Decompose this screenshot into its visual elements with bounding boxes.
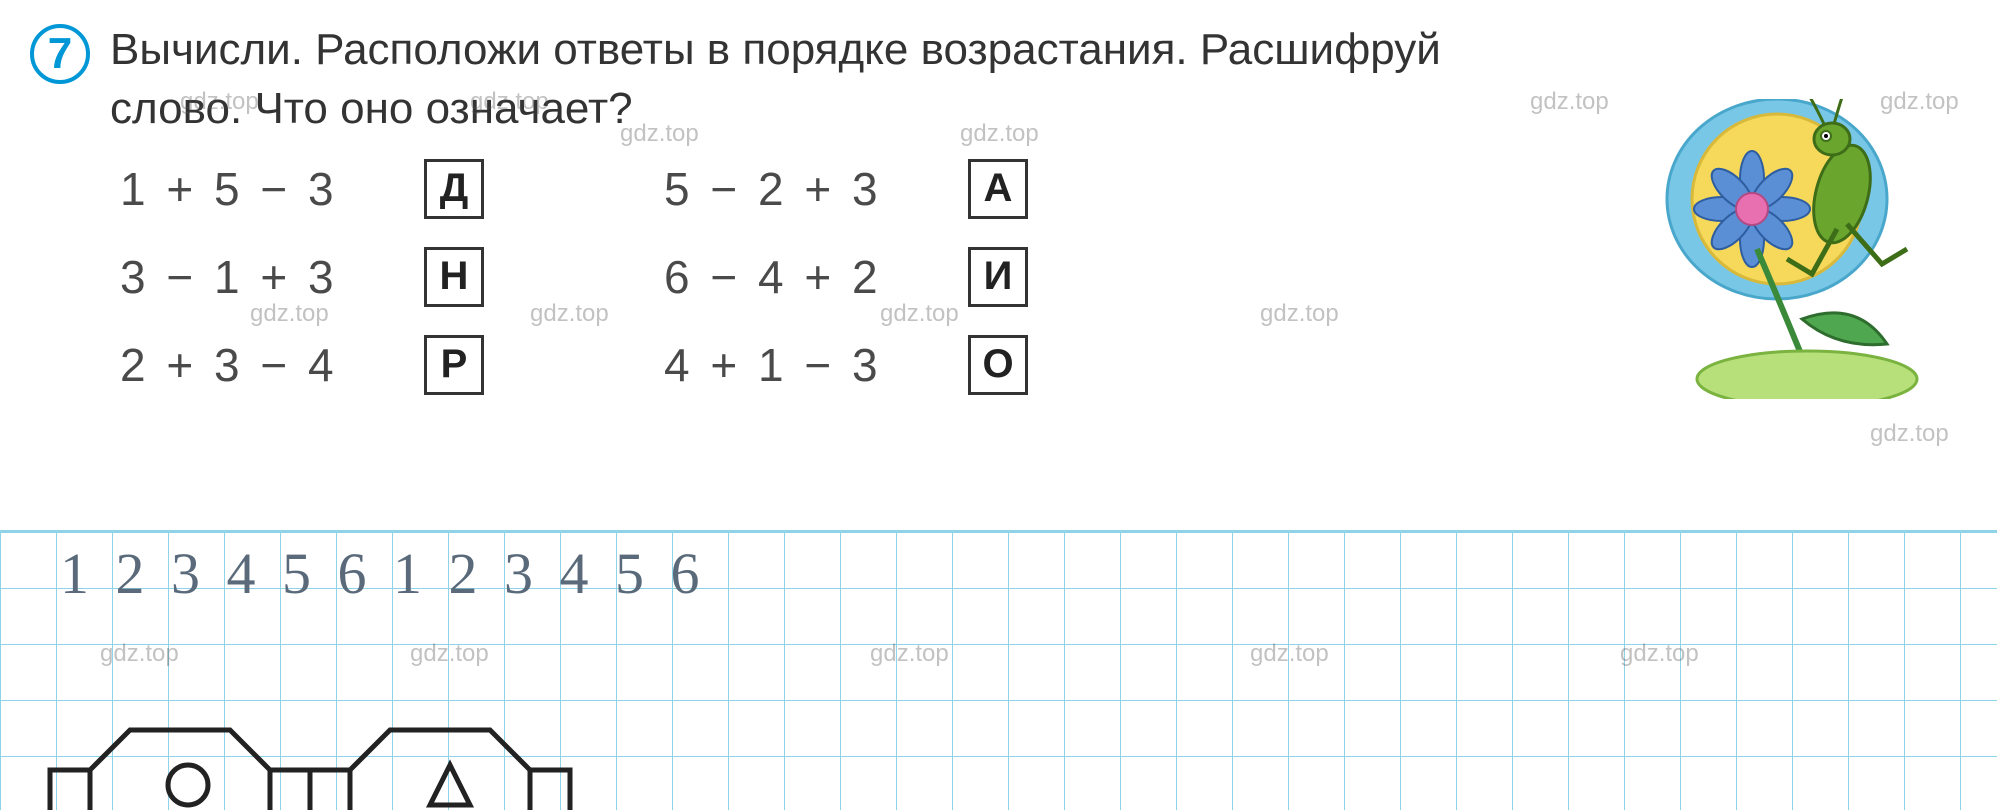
- letter-box: Д: [424, 159, 484, 219]
- grid-area: 1 2 3 4 5 6 1 2 3 4 5 6: [0, 530, 1997, 810]
- equation-row: 6 − 4 + 2 И: [664, 247, 1028, 307]
- letter-box: Р: [424, 335, 484, 395]
- equation-expr: 1 + 5 − 3: [120, 162, 400, 216]
- equation-expr: 5 − 2 + 3: [664, 162, 944, 216]
- equations-left-col: 1 + 5 − 3 Д 3 − 1 + 3 Н 2 + 3 − 4 Р: [120, 159, 484, 395]
- equation-expr: 6 − 4 + 2: [664, 250, 944, 304]
- letter-box: А: [968, 159, 1028, 219]
- task-number-badge: 7: [30, 24, 90, 84]
- equation-row: 3 − 1 + 3 Н: [120, 247, 484, 307]
- illustration: [1647, 99, 1967, 399]
- letter-box: Н: [424, 247, 484, 307]
- task-number: 7: [48, 29, 72, 79]
- equation-row: 5 − 2 + 3 А: [664, 159, 1028, 219]
- letter-box: О: [968, 335, 1028, 395]
- letter-box: И: [968, 247, 1028, 307]
- handwritten-sequence: 1 2 3 4 5 6 1 2 3 4 5 6: [60, 540, 706, 607]
- equation-row: 1 + 5 − 3 Д: [120, 159, 484, 219]
- task-line1: Вычисли. Расположи ответы в порядке возр…: [110, 25, 1441, 74]
- worksheet: 7 Вычисли. Расположи ответы в порядке во…: [0, 0, 1997, 399]
- equation-row: 4 + 1 − 3 О: [664, 335, 1028, 395]
- task-line2: слово. Что оно означает?: [110, 84, 633, 133]
- watermark: gdz.top: [1870, 420, 1949, 448]
- equation-expr: 4 + 1 − 3: [664, 338, 944, 392]
- equations-right-col: 5 − 2 + 3 А 6 − 4 + 2 И 4 + 1 − 3 О: [664, 159, 1028, 395]
- equation-expr: 2 + 3 − 4: [120, 338, 400, 392]
- equation-expr: 3 − 1 + 3: [120, 250, 400, 304]
- pattern-drawing: [30, 690, 930, 810]
- content-row: 1 + 5 − 3 Д 3 − 1 + 3 Н 2 + 3 − 4 Р 5 − …: [120, 159, 1967, 399]
- equation-row: 2 + 3 − 4 Р: [120, 335, 484, 395]
